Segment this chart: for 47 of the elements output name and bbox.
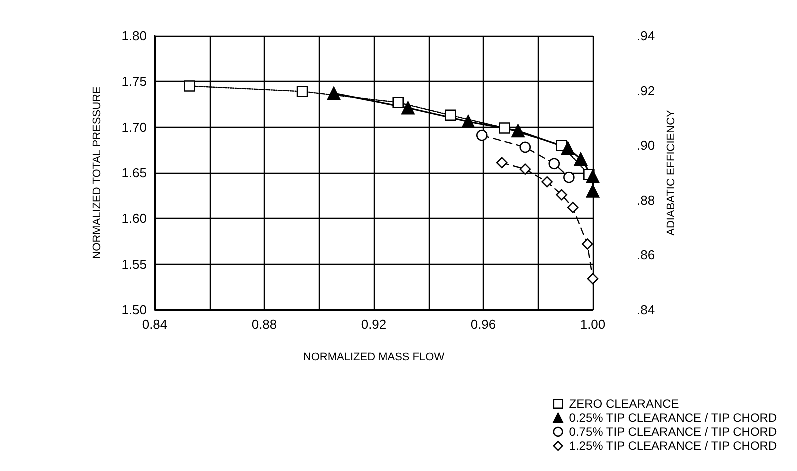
point xyxy=(296,86,308,98)
point xyxy=(499,122,511,134)
y-tick-label: 1.65 xyxy=(122,166,147,180)
point xyxy=(582,238,594,250)
point xyxy=(548,158,560,170)
point xyxy=(542,176,553,188)
point xyxy=(392,97,404,108)
point xyxy=(402,102,415,115)
point xyxy=(462,115,476,129)
point xyxy=(476,130,488,142)
x-tick-label: 0.84 xyxy=(142,317,168,332)
y2-tick-label: .88 xyxy=(637,192,656,208)
x-axis-title: NORMALIZED MASS FLOW xyxy=(303,352,446,364)
legend-label: 0.75% TIP CLEARANCE / TIP CHORD xyxy=(569,425,778,439)
point xyxy=(445,110,456,122)
y-axis-title: NORMALIZED TOTAL PRESSURE xyxy=(92,86,104,260)
x-tick-label: 0.92 xyxy=(361,317,387,332)
y-tick-label: 1.75 xyxy=(122,74,147,90)
point xyxy=(327,86,341,100)
y2-tick-label: .86 xyxy=(637,248,656,263)
y2-axis-title: ADIABATIC EFFICIENCY xyxy=(665,109,678,236)
y-tick-label: 1.60 xyxy=(122,211,147,226)
point xyxy=(564,172,575,184)
y-tick-label: 1.50 xyxy=(122,302,147,318)
point xyxy=(496,157,508,169)
y-tick-label: 1.70 xyxy=(122,120,147,135)
point xyxy=(587,273,599,285)
point xyxy=(561,142,575,155)
y-tick-label: 1.55 xyxy=(122,256,147,272)
legend-label: 0.25% TIP CLEARANCE / TIP CHORD xyxy=(569,411,778,425)
y2-tick-label: .84 xyxy=(637,302,656,318)
y2-tick-label: .90 xyxy=(637,138,656,154)
x-tick-label: 0.96 xyxy=(470,317,496,332)
x-tick-label: 0.88 xyxy=(252,317,278,332)
point xyxy=(574,152,588,166)
legend-label: 1.25% TIP CLEARANCE / TIP CHORD xyxy=(569,439,778,453)
x-tick-label: 1.00 xyxy=(580,317,606,332)
point xyxy=(567,202,579,214)
y2-tick-label: .94 xyxy=(637,28,656,44)
y-tick-label: 1.80 xyxy=(122,28,147,44)
point xyxy=(586,184,600,198)
point xyxy=(586,170,600,184)
point xyxy=(512,124,525,138)
point xyxy=(520,142,532,154)
point xyxy=(184,80,196,92)
y2-tick-label: .92 xyxy=(637,83,656,98)
legend-label: ZERO CLEARANCE xyxy=(569,397,680,411)
